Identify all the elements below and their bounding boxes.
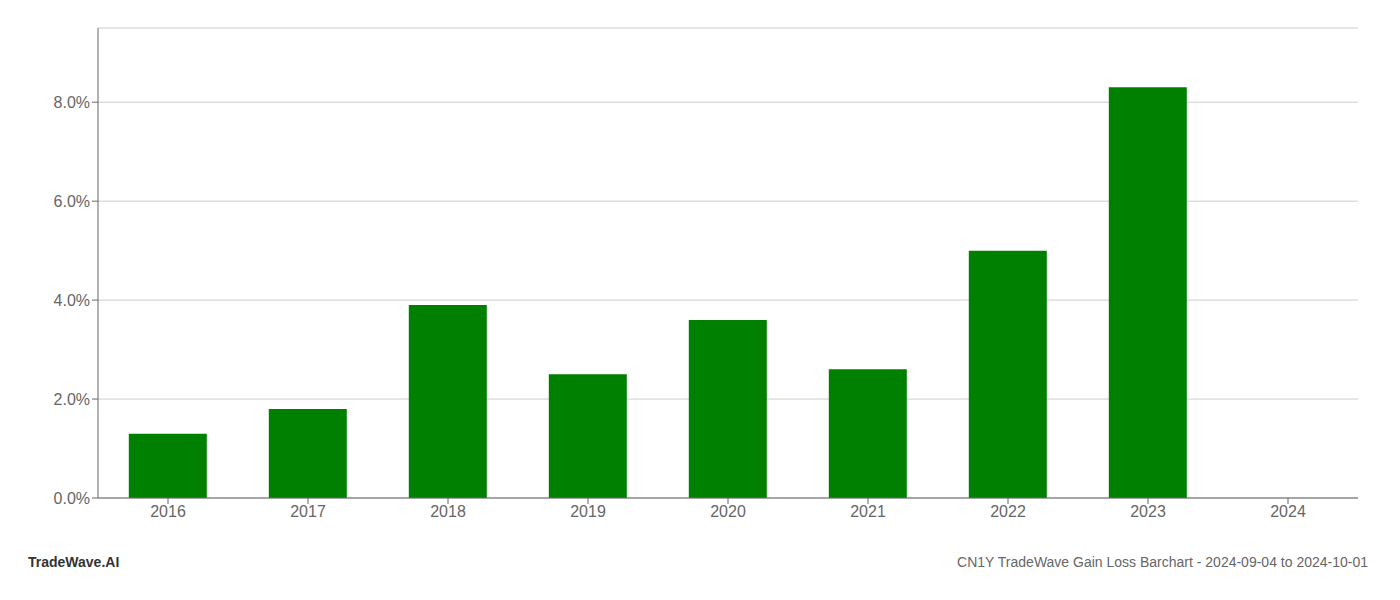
svg-text:2023: 2023 (1130, 503, 1166, 520)
svg-text:6.0%: 6.0% (54, 193, 90, 210)
svg-text:2024: 2024 (1270, 503, 1306, 520)
html-text:CN1Y TradeWave Gain Loss Barch: CN1Y TradeWave Gain Loss Barchart - 2024… (957, 554, 1368, 570)
svg-text:0.0%: 0.0% (54, 490, 90, 507)
svg-text:2019: 2019 (570, 503, 606, 520)
svg-text:2018: 2018 (430, 503, 466, 520)
svg-text:2016: 2016 (150, 503, 186, 520)
svg-text:2022: 2022 (990, 503, 1026, 520)
html-text:TradeWave.AI: TradeWave.AI (28, 554, 120, 570)
svg-text:2.0%: 2.0% (54, 391, 90, 408)
svg-text:4.0%: 4.0% (54, 292, 90, 309)
svg-text:2020: 2020 (710, 503, 746, 520)
svg-text:2021: 2021 (850, 503, 886, 520)
svg-text:8.0%: 8.0% (54, 94, 90, 111)
svg-text:2017: 2017 (290, 503, 326, 520)
